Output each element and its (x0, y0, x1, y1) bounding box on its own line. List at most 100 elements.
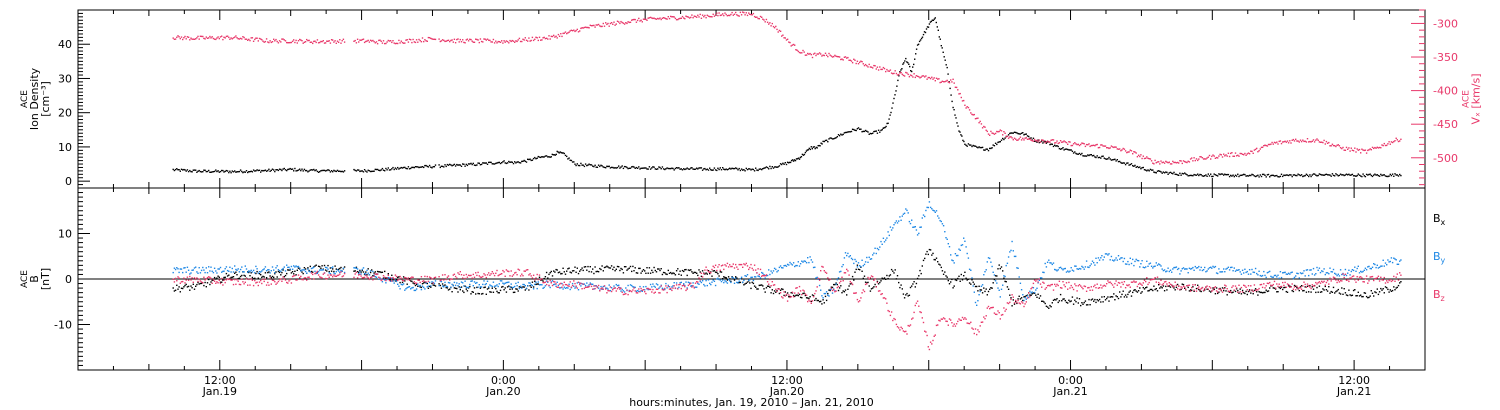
data-point (1389, 143, 1391, 145)
data-point (248, 271, 250, 274)
data-point (566, 32, 568, 35)
data-point (1038, 141, 1040, 144)
data-point (720, 265, 723, 267)
data-point (451, 39, 453, 41)
data-point (588, 285, 590, 288)
data-point (1289, 273, 1291, 275)
data-point (1331, 173, 1334, 175)
data-point (308, 170, 310, 172)
data-point (379, 277, 381, 279)
data-point (1396, 263, 1398, 265)
data-point (902, 293, 905, 295)
data-point (696, 16, 698, 18)
data-point (1356, 174, 1358, 177)
data-point (541, 39, 543, 41)
data-point (333, 169, 335, 172)
data-point (433, 166, 436, 168)
data-point (912, 226, 914, 228)
data-point (1337, 273, 1339, 275)
data-point (786, 292, 789, 294)
data-point (498, 274, 500, 276)
data-point (1016, 267, 1018, 269)
data-point (488, 161, 490, 164)
data-point (599, 290, 601, 292)
data-point (195, 278, 197, 281)
data-point (639, 291, 641, 293)
data-point (472, 291, 474, 293)
data-point (554, 36, 556, 38)
data-point (645, 292, 647, 295)
data-point (705, 169, 707, 171)
data-point (601, 25, 603, 28)
data-point (384, 276, 386, 279)
data-point (1093, 154, 1095, 157)
data-point (925, 75, 927, 77)
data-point (278, 168, 281, 170)
data-point (849, 255, 851, 257)
data-point (264, 169, 267, 171)
data-point (846, 131, 848, 134)
data-point (872, 132, 874, 134)
data-point (191, 269, 193, 271)
data-point (358, 271, 360, 274)
data-point (945, 237, 947, 239)
data-point (709, 282, 711, 285)
data-point (588, 163, 590, 165)
data-point (353, 168, 355, 171)
data-point (1057, 269, 1059, 271)
data-point (471, 277, 473, 279)
data-point (423, 286, 425, 289)
data-point (764, 291, 766, 293)
data-point (1039, 277, 1042, 279)
data-point (363, 41, 366, 44)
data-point (415, 166, 418, 168)
data-point (1193, 173, 1195, 176)
data-point (536, 287, 538, 290)
data-point (247, 284, 249, 286)
data-point (256, 37, 258, 39)
data-point (1140, 154, 1142, 156)
data-point (848, 131, 850, 133)
data-point (198, 267, 200, 269)
data-point (534, 280, 536, 283)
data-point (1084, 300, 1087, 302)
data-point (1132, 258, 1134, 261)
data-point (739, 281, 742, 284)
data-point (202, 282, 204, 284)
data-point (864, 261, 867, 263)
data-point (688, 282, 691, 284)
data-point (602, 166, 604, 168)
data-point (1204, 266, 1206, 269)
data-point (842, 280, 844, 282)
data-point (215, 278, 217, 280)
data-point (662, 271, 665, 274)
data-point (641, 270, 643, 272)
data-point (586, 26, 588, 29)
data-point (199, 282, 202, 285)
data-point (586, 269, 588, 271)
data-point (587, 285, 589, 287)
data-point (1298, 174, 1300, 176)
data-point (1051, 302, 1053, 304)
data-point (1279, 287, 1282, 290)
data-point (263, 280, 265, 283)
data-point (1191, 267, 1193, 270)
data-point (891, 107, 893, 109)
data-point (895, 90, 897, 92)
data-point (1227, 266, 1230, 268)
data-point (1355, 175, 1357, 177)
data-point (443, 39, 445, 42)
data-point (512, 286, 515, 289)
data-point (906, 61, 908, 63)
data-point (1109, 158, 1111, 160)
data-point (1044, 262, 1046, 265)
data-point (1269, 143, 1271, 146)
data-point (1331, 143, 1334, 145)
data-point (1322, 270, 1324, 273)
data-point (433, 38, 436, 40)
data-point (681, 269, 684, 272)
data-point (911, 74, 913, 77)
data-point (248, 38, 250, 41)
data-point (907, 73, 909, 76)
data-point (1189, 268, 1192, 270)
